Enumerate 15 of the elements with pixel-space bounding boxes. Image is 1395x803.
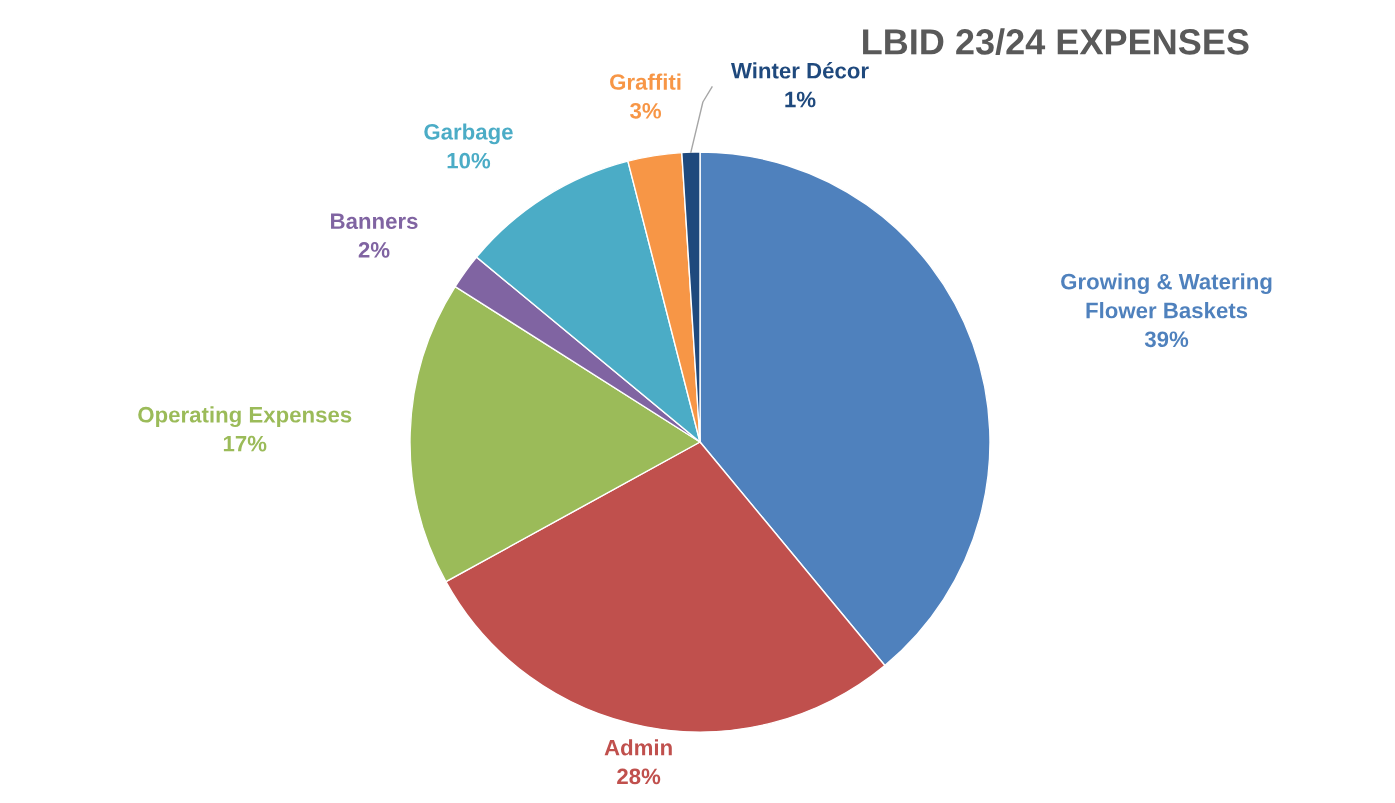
- data-label: 2%: [358, 242, 390, 258]
- data-label: 39%: [1144, 331, 1189, 348]
- data-label: 1%: [785, 91, 816, 108]
- chart-title: LBID 23/24 EXPENSES: [863, 28, 1249, 56]
- slice-label: Admin: [604, 739, 672, 756]
- slice-label: Garbage: [424, 123, 513, 145]
- slice-label: Winter Décor: [730, 62, 869, 79]
- data-label: 28%: [617, 768, 661, 785]
- slice-label: Growing & Watering Flower Baskets: [1061, 273, 1272, 319]
- slice-label: Operating Expenses: [138, 406, 352, 428]
- data-label: 10%: [447, 152, 491, 169]
- slice-label: Banners: [331, 213, 418, 230]
- data-label: 17%: [223, 435, 267, 452]
- data-label: 3%: [630, 102, 662, 119]
- slice-label: Graffiti: [610, 73, 681, 90]
